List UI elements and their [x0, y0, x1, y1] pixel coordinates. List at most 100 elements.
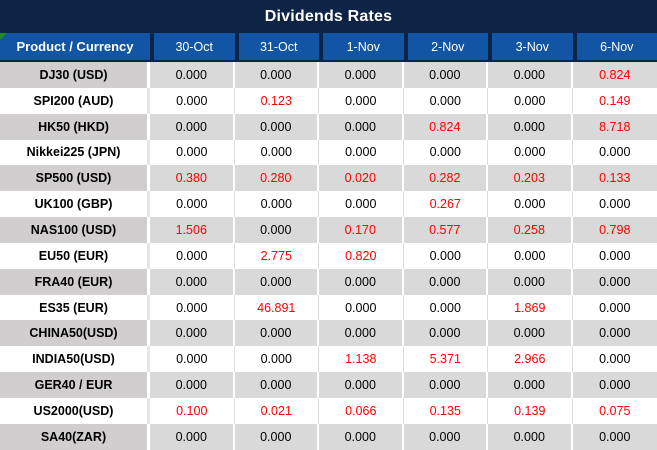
- product-currency-header: Product / Currency: [0, 33, 150, 62]
- rate-cell: 0.280: [234, 165, 319, 192]
- rate-cell: 0.000: [319, 372, 404, 398]
- rate-cell: 0.000: [150, 320, 235, 347]
- rate-cell: 0.000: [403, 139, 488, 166]
- rate-cell: 0.000: [234, 268, 319, 295]
- rate-cell: 0.000: [319, 87, 404, 114]
- rate-cell: 0.000: [150, 139, 235, 166]
- page-title: Dividends Rates: [264, 7, 393, 25]
- product-currency-header-label: Product / Currency: [16, 39, 134, 54]
- rate-cell: 0.000: [488, 320, 573, 347]
- rate-cell: 0.000: [488, 87, 573, 114]
- rate-cell: 0.000: [234, 346, 319, 373]
- rate-cell: 0.000: [319, 139, 404, 166]
- date-column-header: 6-Nov: [572, 33, 657, 62]
- rate-cell: 0.100: [150, 397, 235, 424]
- header-row: Product / Currency 30-Oct 31-Oct 1-Nov 2…: [0, 33, 657, 62]
- rate-cell: 0.000: [234, 113, 319, 140]
- product-cell: INDIA50(USD): [0, 346, 150, 373]
- rate-cell: 0.000: [403, 423, 488, 450]
- product-cell: US2000(USD): [0, 397, 150, 424]
- rate-cell: 0.000: [150, 62, 235, 88]
- rate-cell: 0.000: [150, 191, 235, 218]
- rate-cell: 0.000: [150, 423, 235, 450]
- rate-cell: 0.000: [150, 113, 235, 140]
- rate-cell: 0.000: [488, 139, 573, 166]
- rate-cell: 0.000: [403, 320, 488, 347]
- rate-cell: 0.020: [319, 165, 404, 192]
- date-column-header: 31-Oct: [234, 33, 319, 62]
- product-cell: Nikkei225 (JPN): [0, 139, 150, 166]
- rate-cell: 0.000: [234, 320, 319, 347]
- rate-cell: 1.138: [319, 346, 404, 373]
- rate-cell: 0.282: [403, 165, 488, 192]
- table-row: FRA40 (EUR) 0.000 0.000 0.000 0.000 0.000 0.0…: [0, 268, 657, 295]
- rate-cell: 46.891: [234, 294, 319, 321]
- rate-cell: 0.000: [572, 346, 657, 373]
- date-column-header: 2-Nov: [403, 33, 488, 62]
- green-corner-marker-icon: [0, 33, 7, 40]
- rate-cell: 0.380: [150, 165, 235, 192]
- rate-cell: 5.371: [403, 346, 488, 373]
- rate-cell: 0.798: [572, 217, 657, 243]
- rate-cell: 0.000: [488, 113, 573, 140]
- rate-cell: 0.000: [488, 423, 573, 450]
- rate-cell: 8.718: [572, 113, 657, 140]
- table-row: Nikkei225 (JPN) 0.000 0.000 0.000 0.000 0.00…: [0, 139, 657, 166]
- table-row: DJ30 (USD) 0.000 0.000 0.000 0.000 0.000 0.82…: [0, 62, 657, 88]
- rate-cell: 0.267: [403, 191, 488, 218]
- rate-cell: 0.000: [319, 294, 404, 321]
- rate-cell: 0.133: [572, 165, 657, 192]
- product-cell: SPI200 (AUD): [0, 87, 150, 114]
- rate-cell: 0.000: [234, 217, 319, 243]
- rate-cell: 0.000: [403, 62, 488, 88]
- product-cell: EU50 (EUR): [0, 242, 150, 269]
- rate-cell: 0.170: [319, 217, 404, 243]
- table-row: CHINA50(USD) 0.000 0.000 0.000 0.000 0.000 0.…: [0, 320, 657, 347]
- rate-cell: 0.000: [150, 87, 235, 114]
- table-row: NAS100 (USD) 1.506 0.000 0.170 0.577 0.258 0.…: [0, 217, 657, 243]
- rate-cell: 0.000: [572, 294, 657, 321]
- rate-cell: 0.000: [319, 423, 404, 450]
- title-bar: Dividends Rates: [0, 0, 657, 33]
- rate-cell: 0.135: [403, 397, 488, 424]
- rate-cell: 1.869: [488, 294, 573, 321]
- rate-cell: 0.000: [319, 268, 404, 295]
- product-cell: CHINA50(USD): [0, 320, 150, 347]
- rate-cell: 0.000: [572, 242, 657, 269]
- rate-cell: 0.000: [403, 87, 488, 114]
- rate-cell: 0.139: [488, 397, 573, 424]
- table-row: US2000(USD) 0.100 0.021 0.066 0.135 0.139 0.0…: [0, 397, 657, 424]
- rate-cell: 0.824: [403, 113, 488, 140]
- rate-cell: 0.066: [319, 397, 404, 424]
- rate-cell: 0.000: [150, 294, 235, 321]
- product-cell: FRA40 (EUR): [0, 268, 150, 295]
- product-cell: SP500 (USD): [0, 165, 150, 192]
- rate-cell: 0.000: [403, 372, 488, 398]
- rate-cell: 1.506: [150, 217, 235, 243]
- rate-cell: 2.966: [488, 346, 573, 373]
- rate-cell: 0.000: [319, 320, 404, 347]
- rate-cell: 0.123: [234, 87, 319, 114]
- rate-cell: 2.775: [234, 242, 319, 269]
- rate-cell: 0.000: [572, 191, 657, 218]
- table-row: SA40(ZAR) 0.000 0.000 0.000 0.000 0.000 0.000: [0, 423, 657, 450]
- rate-cell: 0.000: [403, 268, 488, 295]
- rate-cell: 0.000: [150, 346, 235, 373]
- rate-cell: 0.203: [488, 165, 573, 192]
- rate-cell: 0.000: [572, 139, 657, 166]
- rate-cell: 0.000: [403, 242, 488, 269]
- product-cell: GER40 / EUR: [0, 372, 150, 398]
- rate-cell: 0.000: [234, 139, 319, 166]
- product-cell: UK100 (GBP): [0, 191, 150, 218]
- table-row: ES35 (EUR) 0.000 46.891 0.000 0.000 1.869 0.0…: [0, 294, 657, 321]
- rate-cell: 0.000: [234, 191, 319, 218]
- table-row: SPI200 (AUD) 0.000 0.123 0.000 0.000 0.000 0.…: [0, 87, 657, 114]
- rate-cell: 0.000: [572, 372, 657, 398]
- rate-cell: 0.824: [572, 62, 657, 88]
- table-row: INDIA50(USD) 0.000 0.000 1.138 5.371 2.966 0.…: [0, 346, 657, 373]
- dividends-rates-table: Product / Currency 30-Oct 31-Oct 1-Nov 2…: [0, 33, 657, 450]
- product-cell: DJ30 (USD): [0, 62, 150, 88]
- rate-cell: 0.000: [150, 242, 235, 269]
- table-row: SP500 (USD) 0.380 0.280 0.020 0.282 0.203 0.1…: [0, 165, 657, 192]
- rate-cell: 0.000: [572, 423, 657, 450]
